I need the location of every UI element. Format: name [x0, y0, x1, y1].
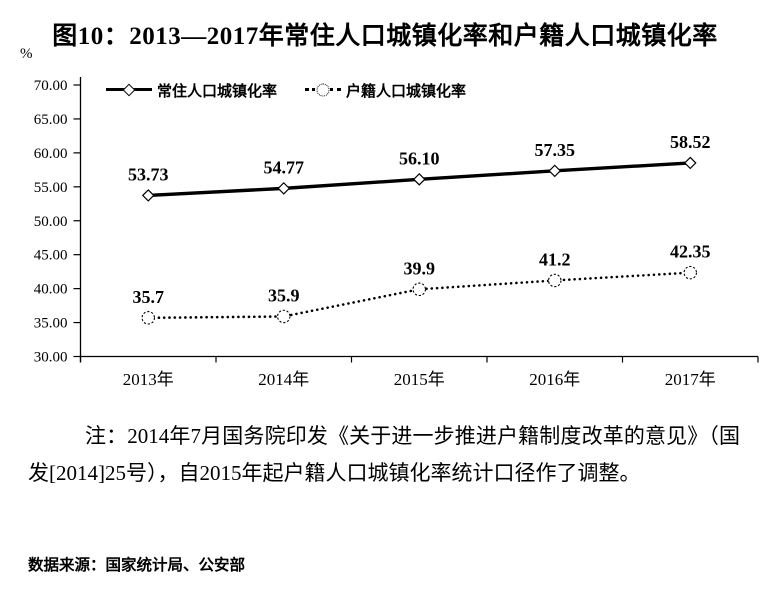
y-tick-label: 50.00: [34, 214, 68, 230]
x-axis-label: 2017年: [665, 370, 716, 389]
legend-label-resident: 常住人口城镇化率: [157, 82, 278, 100]
data-label: 54.77: [264, 157, 305, 177]
diamond-marker: [412, 172, 426, 186]
data-label: 41.2: [539, 249, 571, 269]
y-tick-label: 30.00: [34, 350, 68, 366]
x-axis-label: 2013年: [123, 370, 174, 389]
chart-legend: 常住人口城镇化率 户籍人口城镇化率: [106, 80, 466, 100]
x-axis-label: 2015年: [394, 370, 445, 389]
legend-label-registered: 户籍人口城镇化率: [346, 82, 467, 100]
series-line-registered: [146, 271, 692, 320]
circle-marker: [141, 311, 156, 325]
y-tick-label: 65.00: [34, 112, 68, 128]
data-label: 57.35: [535, 140, 576, 160]
legend-item-resident: 常住人口城镇化率: [106, 80, 277, 101]
x-axis-label: 2016年: [529, 370, 580, 389]
circle-marker: [683, 265, 697, 280]
y-tick-label: 70.00: [34, 78, 68, 94]
circle-marker-icon: [316, 83, 330, 97]
data-label: 39.9: [404, 258, 436, 278]
data-label: 35.9: [268, 285, 300, 305]
circle-marker: [547, 273, 562, 288]
y-tick-label: 45.00: [34, 248, 68, 264]
diamond-marker: [141, 189, 155, 202]
y-axis-unit-label: %: [20, 46, 33, 62]
x-axis-label: 2014年: [258, 370, 309, 389]
dotted-line-circle-marker-icon: [305, 80, 342, 100]
y-tick-label: 55.00: [34, 180, 68, 196]
data-label: 53.73: [128, 164, 169, 184]
data-label: 42.35: [670, 242, 711, 262]
solid-line-diamond-marker-icon: [106, 80, 152, 100]
figure-note: 注：2014年7月国务院印发《关于进一步推进户籍制度改革的意见》（国发[2014…: [28, 424, 740, 485]
legend-item-registered: 户籍人口城镇化率: [305, 80, 466, 101]
diamond-marker: [277, 182, 291, 195]
circle-marker: [412, 282, 426, 297]
data-label: 58.52: [670, 132, 711, 152]
data-source: 数据来源：国家统计局、公安部: [28, 557, 246, 574]
circle-marker: [276, 309, 291, 324]
chart-title: 图10：2013—2017年常住人口城镇化率和户籍人口城镇化率: [52, 23, 718, 50]
data-label: 35.7: [133, 287, 165, 307]
line-chart: 70.00 65.00 60.00 55.00 50.00 45.00 40.00 35.00…: [34, 77, 759, 389]
y-tick-label: 40.00: [34, 282, 68, 298]
data-label: 56.10: [399, 148, 440, 168]
y-tick-label: 35.00: [34, 316, 68, 332]
diamond-marker-icon: [122, 83, 136, 97]
diamond-marker: [548, 164, 562, 178]
diamond-marker: [683, 156, 697, 170]
y-tick-label: 60.00: [34, 146, 68, 162]
